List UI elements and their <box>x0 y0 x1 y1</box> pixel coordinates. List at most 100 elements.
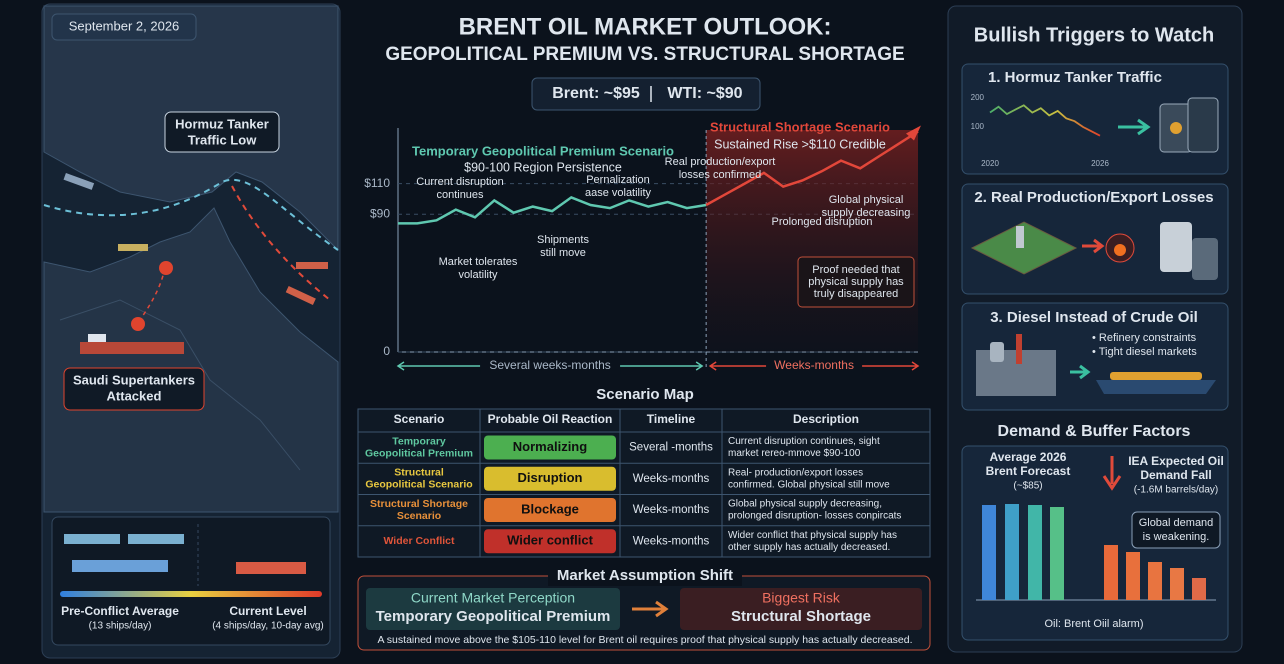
drop <box>1114 244 1126 256</box>
reaction: Wider conflict <box>507 533 594 548</box>
bar <box>1126 552 1140 600</box>
annotation: $90-100 Region Persistence <box>464 160 622 174</box>
x-tick-label: 2026 <box>1091 159 1109 168</box>
timeline: Weeks-months <box>633 535 710 547</box>
callout-box <box>164 111 280 153</box>
risk-label: Biggest Risk <box>762 590 841 606</box>
period-label-bg <box>766 358 863 374</box>
scenario-name: Geopolitical Premium <box>365 447 473 459</box>
period-label-bg <box>480 358 621 374</box>
shift-title-bg <box>548 566 742 586</box>
supertanker <box>80 342 184 354</box>
legend-label: Pre-Conflict Average <box>61 604 179 618</box>
series-name: Temporary Geopolitical Premium Scenario <box>412 143 674 158</box>
ship-icon <box>128 534 184 544</box>
bar <box>1028 505 1042 600</box>
annotation: truly disappeared <box>814 288 898 300</box>
annotation: Pernalization <box>586 174 650 186</box>
oil-drop <box>1170 122 1182 134</box>
level-bar <box>60 591 322 597</box>
annotation: Market tolerates <box>439 256 518 268</box>
description: Global physical supply decreasing, <box>728 499 882 510</box>
main-chart: 0 $90 $110 Temporary Geopolitical Premium S… <box>364 119 921 374</box>
description: Wider conflict that physical supply has <box>728 530 897 541</box>
y-tick-label: 200 <box>971 93 985 102</box>
attack-marker <box>159 261 173 275</box>
shift-footer: A sustained move above the $105-110 leve… <box>377 634 912 646</box>
tanker-tanks <box>1110 372 1202 380</box>
callout: Saudi Supertankers <box>73 372 195 387</box>
series-line <box>705 130 919 207</box>
annotation: still move <box>540 247 586 259</box>
attack-marker <box>131 317 145 331</box>
land-south <box>43 207 339 513</box>
reaction-pill <box>484 466 616 491</box>
bar <box>1148 562 1162 600</box>
trigger-title: 3. Diesel Instead of Crude Oil <box>990 309 1198 326</box>
legend-note: (4 ships/day, 10-day avg) <box>212 621 324 632</box>
callout: Traffic Low <box>188 132 258 147</box>
border-line <box>59 299 301 471</box>
description: confirmed. Global physical still move <box>728 479 890 490</box>
risk-box <box>680 588 922 630</box>
note: Global demand <box>1139 517 1214 529</box>
x-tick-label: 2020 <box>981 159 999 168</box>
disrupted-route <box>231 185 331 301</box>
bar <box>1192 578 1206 600</box>
reaction-pill <box>484 435 616 460</box>
column-header: Probable Oil Reaction <box>488 412 613 426</box>
annotation: Sustained Rise >$110 Credible <box>714 137 886 151</box>
timeline: Weeks-months <box>633 473 710 485</box>
bullet: • Refinery constraints <box>1092 332 1197 344</box>
annotation: losses confirmed <box>679 169 762 181</box>
ship <box>63 173 95 190</box>
reaction: Disruption <box>518 470 583 485</box>
scenario-table <box>357 408 931 558</box>
perception-label: Current Market Perception <box>411 590 575 606</box>
price-box <box>531 77 761 111</box>
series-line <box>989 104 1101 137</box>
ship <box>285 285 316 305</box>
series-name: Structural Shortage Scenario <box>710 119 890 134</box>
chimney <box>1016 334 1022 364</box>
perception-box <box>366 588 620 630</box>
trigger-title: 1. Hormuz Tanker Traffic <box>988 69 1162 86</box>
description: Current disruption continues, sight <box>728 436 880 447</box>
annotation: Prolonged disruption <box>772 216 873 228</box>
arrow <box>1082 238 1105 254</box>
column-header: Scenario <box>394 412 445 426</box>
barrel <box>1160 222 1192 272</box>
callout: Hormuz Tanker <box>175 116 269 131</box>
forecast-label: Brent Forecast <box>986 464 1071 478</box>
forecast-value: (~$85) <box>1013 481 1042 492</box>
timeline: Weeks-months <box>633 504 710 516</box>
bar <box>1005 504 1019 600</box>
mini-chart: 100 200 2020 2026 <box>971 93 1110 168</box>
ship-icon <box>236 562 306 574</box>
bar <box>982 505 996 600</box>
annotation: Global physical <box>829 194 904 206</box>
bullet: • Tight diesel markets <box>1092 346 1197 358</box>
demand-label: Demand Fall <box>1140 468 1211 482</box>
annotation: continues <box>436 189 484 201</box>
down-arrow <box>1102 456 1122 491</box>
demand-label: IEA Expected Oil <box>1128 454 1224 468</box>
y-tick-label: 0 <box>383 344 390 358</box>
reaction-pill <box>484 529 616 554</box>
bar <box>1104 545 1118 600</box>
shift-arrow <box>632 600 669 618</box>
scenario-name: Structural <box>394 467 444 479</box>
demand-value: (-1.6M barrels/day) <box>1134 485 1218 496</box>
series-line <box>398 195 707 225</box>
scenario-name: Wider Conflict <box>383 535 455 547</box>
description: other supply has actually decreased. <box>728 542 890 553</box>
reaction-pill <box>484 498 616 522</box>
ship-icon <box>64 534 120 544</box>
reaction: Blockage <box>521 501 579 516</box>
legend-note: (13 ships/day) <box>89 621 152 632</box>
timeline: Several -months <box>629 442 713 454</box>
barrel <box>1187 97 1219 153</box>
annotation: Shipments <box>537 234 589 246</box>
forecast-label: Average 2026 <box>990 450 1067 464</box>
